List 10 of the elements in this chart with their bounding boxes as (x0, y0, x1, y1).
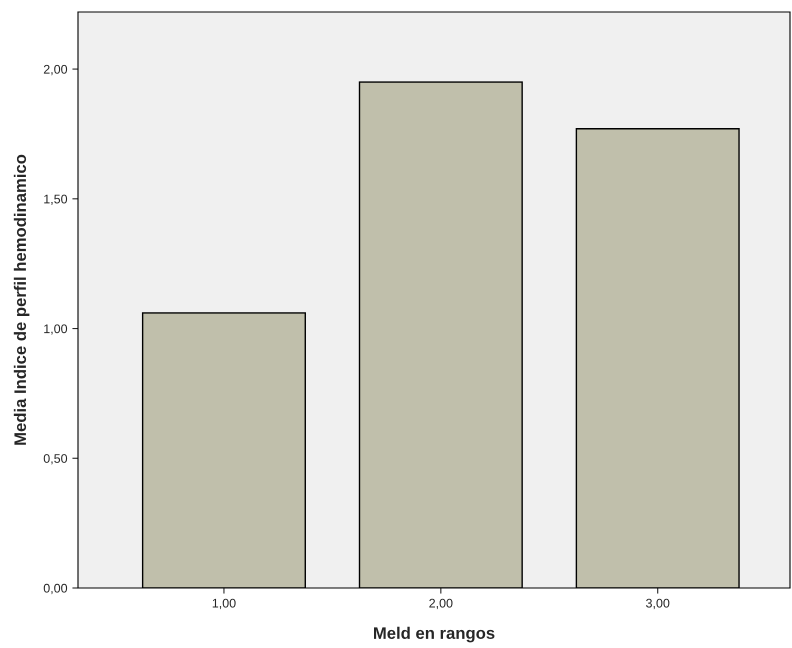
y-tick-label: 0,00 (44, 584, 68, 594)
y-axis-title: Media Indice de perfil hemodinamico (14, 154, 30, 445)
x-tick-label: 3,00 (646, 598, 670, 610)
x-axis-title: Meld en rangos (374, 626, 494, 642)
y-tick-label: 1,50 (44, 194, 68, 205)
x-tick-label: 2,00 (429, 598, 453, 610)
y-tick-label: 2,00 (44, 64, 68, 76)
y-tick-label: 1,00 (44, 324, 68, 335)
x-tick-label: 1,00 (212, 598, 236, 610)
y-tick-label: 0,50 (44, 454, 68, 464)
